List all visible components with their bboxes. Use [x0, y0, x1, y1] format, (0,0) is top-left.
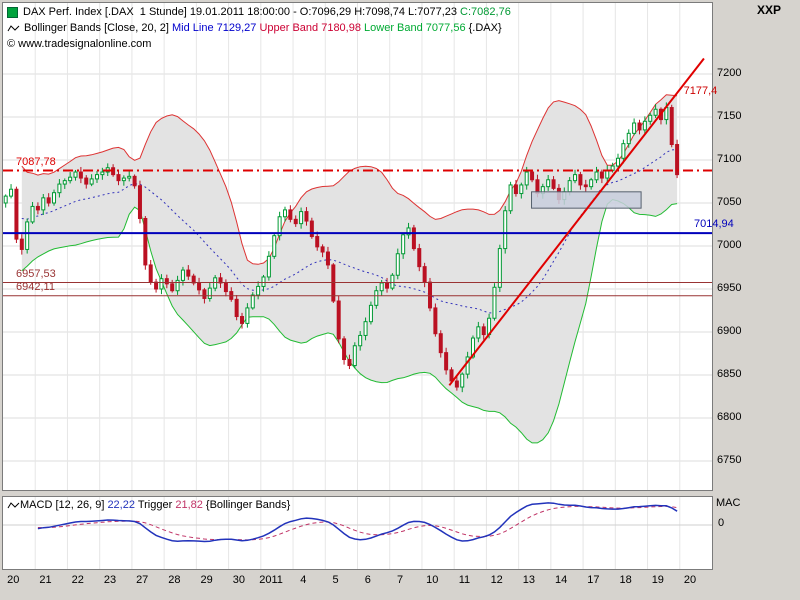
price-tick-label: 6800 [717, 411, 742, 423]
bollinger-upper-value: Upper Band 7180,98 [256, 22, 361, 34]
macd-axis-label: MAC [716, 497, 741, 509]
date-tick-label: 10 [426, 574, 439, 586]
trend-value-label: 7177,4 [683, 85, 718, 98]
price-chart-canvas[interactable] [3, 3, 712, 490]
date-tick-label: 11 [458, 574, 471, 586]
macd-zero-tick-label: 0 [718, 517, 725, 529]
copyright-row: © www.tradesignalonline.com [7, 36, 511, 52]
price-level-label: 7014,94 [694, 218, 734, 231]
price-tick-label: 7150 [717, 110, 742, 122]
series-title: DAX Perf. Index [.DAX 1 Stunde] 19.01.20… [23, 6, 461, 18]
candlesticks [3, 102, 680, 393]
indicator-zigzag-icon [7, 24, 20, 31]
top-right-label: XXP [757, 3, 782, 17]
date-tick-label: 19 [651, 574, 664, 586]
bollinger-label: Bollinger Bands [Close, 20, 2] [24, 22, 172, 34]
date-tick-label: 27 [136, 574, 149, 586]
date-tick-label: 2011 [259, 574, 283, 586]
price-chart-panel[interactable] [2, 2, 713, 491]
price-tick-label: 6950 [717, 282, 742, 294]
macd-suffix: {Bollinger Bands} [202, 499, 291, 511]
series-close-value: C:7082,76 [460, 6, 511, 18]
date-tick-label: 18 [619, 574, 632, 586]
copyright-text: © www.tradesignalonline.com [7, 38, 152, 50]
price-levels[interactable] [3, 169, 712, 297]
price-level-label: 6957,53 [16, 267, 56, 280]
bollinger-bands [21, 94, 678, 444]
price-tick-label: 7100 [717, 153, 742, 165]
series-legend-row: DAX Perf. Index [.DAX 1 Stunde] 19.01.20… [7, 4, 511, 20]
price-tick-label: 7050 [717, 196, 742, 208]
date-tick-label: 5 [332, 574, 339, 586]
date-tick-label: 13 [522, 574, 536, 586]
macd-trigger-value: 21,82 [175, 499, 203, 511]
macd-trigger-label: Trigger [134, 499, 176, 511]
date-tick-label: 14 [555, 574, 568, 586]
macd-trigger-line [37, 505, 678, 541]
date-tick-label: 17 [587, 574, 600, 586]
macd-icon [7, 501, 20, 508]
bollinger-lower-value: Lower Band 7077,56 [360, 22, 466, 34]
date-tick-label: 6 [364, 574, 371, 586]
macd-value: 22,22 [107, 499, 135, 511]
price-tick-label: 7200 [717, 67, 742, 79]
bollinger-mid-value: Mid Line 7129,27 [171, 22, 257, 34]
date-tick-label: 21 [39, 574, 52, 586]
macd-legend-row: MACD [12, 26, 9] 22,22 Trigger 21,82 {Bo… [7, 499, 290, 511]
bollinger-suffix: {.DAX} [465, 22, 502, 34]
chart-legend: DAX Perf. Index [.DAX 1 Stunde] 19.01.20… [7, 4, 511, 52]
date-tick-label: 22 [71, 574, 84, 586]
selection-box[interactable] [531, 191, 642, 209]
price-tick-label: 6900 [717, 325, 742, 337]
date-tick-label: 4 [300, 574, 307, 586]
date-tick-label: 20 [683, 574, 697, 586]
date-tick-label: 28 [168, 574, 181, 586]
series-icon [7, 6, 18, 18]
macd-line [37, 502, 678, 543]
price-level-label: 6942,11 [16, 280, 55, 293]
date-tick-label: 12 [490, 574, 503, 586]
trend-line[interactable] [448, 57, 705, 386]
macd-label: MACD [12, 26, 9] [20, 499, 108, 511]
price-level-label: 7087,78 [16, 155, 56, 168]
date-tick-label: 20 [7, 574, 20, 586]
bollinger-legend-row: Bollinger Bands [Close, 20, 2] Mid Line … [7, 20, 511, 36]
price-tick-label: 7000 [717, 239, 742, 251]
price-tick-label: 6850 [717, 368, 742, 380]
macd-panel[interactable] [2, 496, 713, 570]
date-tick-label: 29 [200, 574, 213, 586]
macd-canvas[interactable] [3, 497, 712, 569]
date-tick-label: 7 [396, 574, 404, 586]
price-tick-label: 6750 [717, 454, 742, 466]
mid-band-line [21, 149, 678, 314]
date-tick-label: 23 [103, 574, 117, 586]
date-tick-label: 30 [232, 574, 245, 586]
macd-gridlines [3, 497, 712, 569]
